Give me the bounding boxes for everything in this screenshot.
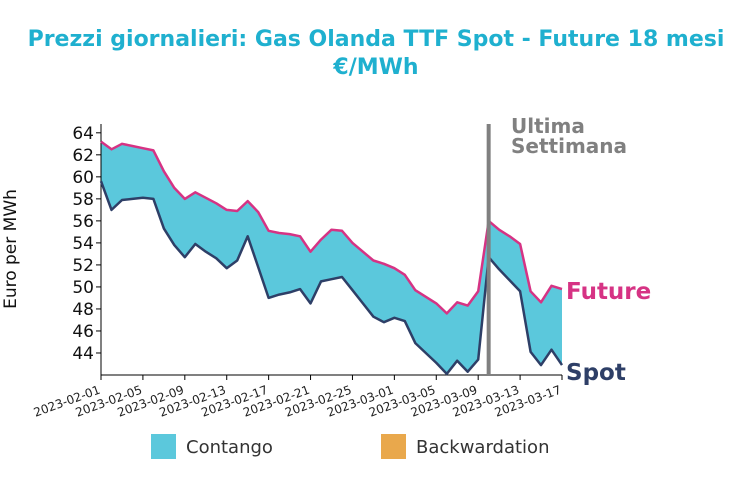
y-tick-label: 56	[72, 212, 94, 232]
y-tick-label: 52	[72, 256, 94, 276]
series-label-future: Future	[566, 279, 651, 305]
y-tick-label: 44	[72, 344, 94, 364]
y-tick-label: 62	[72, 146, 94, 166]
y-tick-label: 46	[72, 322, 94, 342]
chart-title: Prezzi giornalieri: Gas Olanda TTF Spot …	[28, 27, 725, 52]
legend-label-contango: Contango	[186, 437, 273, 458]
annotation-label-line1: Ultima	[511, 114, 585, 138]
series-line-future	[100, 140, 563, 315]
y-tick-label: 50	[72, 278, 94, 298]
annotation-label-line2: Settimana	[511, 134, 627, 158]
series-label-spot: Spot	[566, 360, 626, 386]
legend-swatch-backwardation	[381, 434, 406, 459]
series-line-spot	[99, 180, 564, 376]
y-tick-label: 60	[72, 168, 94, 188]
y-tick-label: 54	[72, 234, 94, 254]
chart-subtitle: €/MWh	[332, 55, 418, 80]
y-tick-label: 64	[72, 124, 94, 144]
y-tick-label: 48	[72, 300, 94, 320]
legend-label-backwardation: Backwardation	[416, 437, 549, 458]
y-axis-label: Euro per MWh	[1, 189, 21, 309]
plot-area: 44464850525456586062642023-02-012023-02-…	[32, 124, 564, 420]
y-tick-label: 58	[72, 190, 94, 210]
legend-swatch-contango	[151, 434, 176, 459]
contango-area	[101, 141, 562, 374]
legend: Contango Backwardation	[151, 434, 549, 459]
